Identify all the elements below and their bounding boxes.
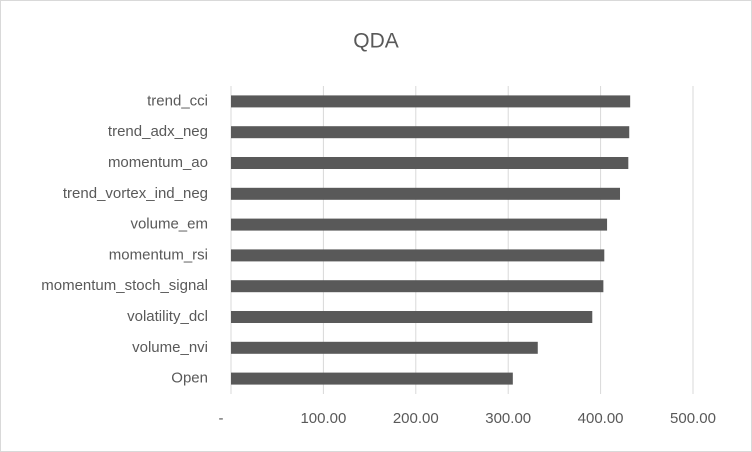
bar	[231, 126, 630, 139]
bar	[231, 187, 621, 200]
bar	[231, 372, 513, 385]
bar	[231, 249, 605, 262]
y-tick-label: volume_nvi	[132, 339, 208, 356]
y-tick-label: Open	[171, 370, 208, 387]
bar	[231, 311, 593, 323]
x-tick-label: 400.00	[578, 410, 624, 427]
y-tick-label: volume_em	[130, 216, 208, 233]
x-tick-label: -	[219, 410, 224, 427]
y-tick-label: momentum_stoch_signal	[41, 277, 208, 294]
y-tick-label: trend_cci	[147, 92, 208, 109]
bar	[231, 341, 538, 354]
bar	[231, 95, 631, 108]
chart-title: QDA	[353, 30, 399, 53]
y-tick-label: momentum_rsi	[109, 246, 208, 263]
y-tick-label: trend_vortex_ind_neg	[63, 185, 208, 202]
x-tick-label: 300.00	[485, 410, 531, 427]
y-tick-label: trend_adx_neg	[108, 123, 208, 140]
y-tick-label: momentum_ao	[108, 154, 208, 171]
y-tick-label: volatility_dcl	[127, 308, 208, 325]
x-tick-label: 500.00	[670, 410, 716, 427]
bar	[231, 218, 608, 231]
x-tick-label: 100.00	[300, 410, 346, 427]
x-tick-label: 200.00	[393, 410, 439, 427]
bar	[231, 280, 604, 293]
bar	[231, 157, 629, 169]
